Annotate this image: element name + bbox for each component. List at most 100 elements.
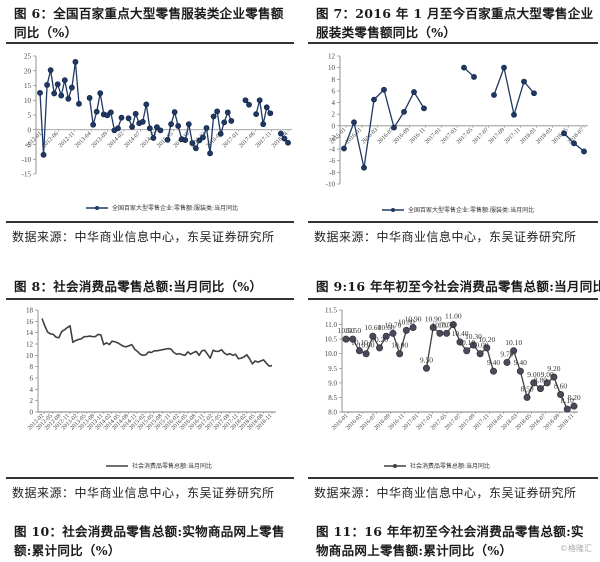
- data-point: [278, 130, 284, 137]
- x-tick-label: 2017-01: [424, 127, 442, 145]
- data-label: 9.40: [487, 358, 500, 367]
- figure-7-bottom-rule: [308, 221, 598, 223]
- x-tick-label: 2012-11: [58, 131, 76, 149]
- y-tick-label: 6: [30, 375, 34, 383]
- y-tick-label: 9.0: [328, 379, 337, 387]
- legend-marker: [393, 464, 397, 468]
- data-point: [402, 326, 410, 334]
- figure-6-title: 图 6：全国百家重点大型零售服装类企业零售额同比（%）: [14, 6, 284, 40]
- y-tick-label: 4: [30, 386, 34, 394]
- data-point: [157, 127, 164, 134]
- data-label: 10.10: [505, 338, 522, 347]
- data-label: 10.20: [478, 335, 495, 344]
- y-tick-label: -6: [329, 157, 335, 165]
- x-tick-label: 2017-07: [472, 127, 490, 145]
- data-point: [185, 121, 192, 128]
- data-label: 10.70: [385, 320, 402, 329]
- figure-8-top-rule: [6, 298, 294, 300]
- data-point: [503, 358, 511, 366]
- data-point: [93, 108, 100, 115]
- data-point: [369, 332, 377, 340]
- data-point: [221, 119, 228, 126]
- data-point: [139, 118, 146, 125]
- data-point: [511, 111, 517, 118]
- data-point: [411, 89, 417, 95]
- figure-9-chart: 8.08.59.09.510.010.511.011.52016-012016-…: [325, 307, 581, 471]
- y-tick-label: 5: [28, 112, 32, 120]
- data-point: [461, 64, 467, 71]
- figure-7-chart: -10-8-6-4-20246810122015-012016-012016-0…: [326, 53, 588, 214]
- legend-label: 社会消费品零售总额:当月同比: [132, 462, 212, 470]
- figure-9-bottom-rule: [308, 477, 598, 479]
- data-point: [422, 364, 430, 372]
- data-point: [210, 113, 217, 120]
- data-point: [168, 121, 174, 128]
- y-tick-label: 16: [26, 318, 34, 326]
- y-tick-label: 8.0: [328, 409, 337, 417]
- data-point: [389, 329, 397, 337]
- data-point: [281, 135, 288, 142]
- data-point: [242, 97, 249, 104]
- x-tick-label: 2013-04: [74, 131, 92, 149]
- data-label: 10.70: [438, 320, 455, 329]
- data-point: [382, 332, 390, 340]
- data-point: [349, 335, 357, 343]
- data-point: [203, 125, 210, 131]
- data-point: [246, 101, 252, 108]
- data-point: [189, 140, 196, 146]
- data-point: [132, 110, 139, 117]
- data-point: [523, 393, 531, 401]
- data-point: [401, 108, 407, 115]
- data-point: [391, 124, 397, 131]
- y-tick-label: 20: [24, 67, 32, 75]
- data-point: [341, 145, 347, 152]
- data-point: [37, 89, 43, 96]
- data-point: [342, 335, 350, 343]
- data-point: [182, 137, 189, 143]
- data-point: [97, 90, 104, 97]
- data-point: [436, 329, 444, 337]
- data-point: [200, 134, 206, 141]
- data-point: [471, 74, 477, 80]
- x-tick-label: 2017-09: [488, 127, 506, 145]
- y-tick-label: 0: [28, 126, 32, 134]
- data-point: [72, 58, 79, 65]
- x-tick-label: 2014-07: [123, 131, 141, 149]
- data-label: 10.50: [338, 326, 355, 335]
- data-point: [483, 344, 491, 352]
- y-tick-label: -8: [329, 169, 335, 177]
- watermark: ©格隆汇: [560, 544, 592, 553]
- data-point: [530, 379, 538, 387]
- figure-8-chart: 0246810121416182012-022012-052012-082012…: [26, 307, 276, 470]
- y-tick-label: 15: [24, 82, 32, 90]
- data-point: [521, 78, 527, 85]
- data-label: 10.60: [378, 323, 395, 332]
- series-line: [41, 318, 273, 367]
- data-point: [267, 110, 274, 117]
- legend-label: 全国百家大型零售企业:零售额:服装类:当月同比: [112, 204, 238, 212]
- figure-9-top-rule: [308, 298, 598, 300]
- data-point: [463, 347, 471, 355]
- data-point: [516, 367, 524, 375]
- figure-8-bottom-rule: [6, 477, 294, 479]
- y-tick-label: 25: [24, 53, 32, 61]
- data-label: 10.10: [351, 338, 368, 347]
- figure-9-source: 数据来源：中华商业信息中心，东吴证券研究所: [314, 486, 577, 500]
- data-label: 8.60: [554, 382, 567, 391]
- data-point: [490, 367, 498, 375]
- data-label: 10.70: [431, 320, 448, 329]
- data-point: [536, 385, 544, 393]
- data-point: [469, 341, 477, 349]
- data-point: [449, 321, 457, 329]
- figure-6-bottom-rule: [6, 221, 294, 223]
- data-label: 10.20: [371, 335, 388, 344]
- data-point: [476, 350, 484, 358]
- series-line: [127, 103, 161, 139]
- y-tick-label: 8.5: [328, 394, 337, 402]
- y-tick-label: 12: [26, 341, 34, 349]
- data-label: 9.70: [500, 349, 513, 358]
- data-point: [362, 350, 370, 358]
- data-point: [44, 82, 50, 88]
- data-point: [531, 90, 537, 97]
- data-point: [260, 121, 267, 128]
